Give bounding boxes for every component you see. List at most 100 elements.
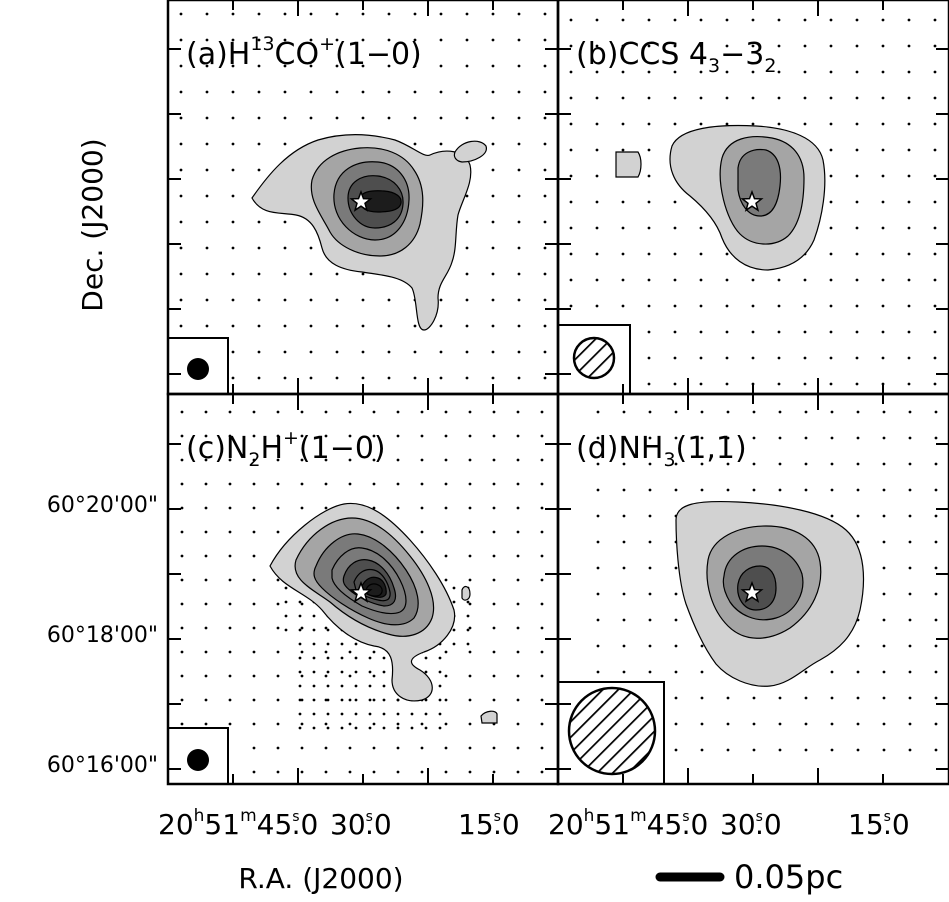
sample-dot [424, 656, 428, 660]
sample-dot [444, 746, 448, 750]
beam-b [557, 324, 631, 395]
sample-dot [543, 376, 547, 380]
sample-dot [361, 64, 365, 68]
panel-d-label: (d)NH3(1,1) [576, 431, 747, 471]
sample-dot [324, 746, 328, 750]
sample-dot [283, 324, 287, 328]
sample-dot [257, 246, 261, 250]
sample-dot [752, 488, 756, 492]
sample-dot [335, 90, 339, 94]
sample-dot [596, 410, 600, 414]
sample-dot [468, 506, 472, 510]
sample-dot [517, 298, 521, 302]
sample-dot [543, 38, 547, 42]
sample-dot [298, 670, 302, 674]
sample-dot [335, 272, 339, 276]
sample-dot [933, 44, 937, 48]
sample-dot [231, 90, 235, 94]
sample-dot [934, 618, 938, 622]
sample-dot [312, 642, 316, 646]
sample-dot [777, 70, 781, 74]
sample-dot [468, 746, 472, 750]
contour-level-3 [737, 148, 782, 217]
sample-dot [540, 482, 544, 486]
sample-dot [725, 122, 729, 126]
sample-dot [228, 722, 232, 726]
sample-dot [517, 168, 521, 172]
sample-dot [752, 722, 756, 726]
sample-dot [309, 376, 313, 380]
sample-dot [324, 626, 328, 630]
sample-dot [204, 698, 208, 702]
sample-dot [596, 514, 600, 518]
sample-dot [396, 506, 400, 510]
sample-dot [540, 722, 544, 726]
sample-dot [324, 770, 328, 774]
sample-dot [252, 458, 256, 462]
sample-dot [180, 554, 184, 558]
sample-dot [300, 458, 304, 462]
sample-dot [907, 200, 911, 204]
sample-dot [420, 530, 424, 534]
sample-dot [396, 698, 400, 702]
sample-dot [622, 670, 626, 674]
sample-dot [444, 554, 448, 558]
sample-dot [465, 324, 469, 328]
sample-dot [382, 670, 386, 674]
sample-dot [855, 174, 859, 178]
sample-dot [439, 350, 443, 354]
sample-dot [257, 220, 261, 224]
sample-dot [881, 356, 885, 360]
sample-dot [882, 644, 886, 648]
sample-dot [725, 252, 729, 256]
sample-dot [907, 278, 911, 282]
sample-dot [621, 278, 625, 282]
sample-dot [340, 684, 344, 688]
sample-dot [465, 38, 469, 42]
sample-dot [647, 122, 651, 126]
sample-dot [283, 298, 287, 302]
sample-dot [777, 330, 781, 334]
sample-dot [700, 462, 704, 466]
sample-dot [468, 482, 472, 486]
sample-dot [491, 168, 495, 172]
sample-dot [276, 530, 280, 534]
sample-dot [700, 748, 704, 752]
sample-dot [372, 722, 376, 726]
sample-dot [569, 44, 573, 48]
sample-dot [413, 350, 417, 354]
sample-dot [309, 38, 313, 42]
sample-dot [276, 770, 280, 774]
sample-dot [673, 200, 677, 204]
sample-dot [907, 122, 911, 126]
sample-dot [934, 410, 938, 414]
sample-dot [647, 44, 651, 48]
sample-dot [934, 592, 938, 596]
sample-dot [452, 586, 456, 590]
sample-dot [300, 674, 304, 678]
sample-dot [829, 174, 833, 178]
sample-dot [751, 18, 755, 22]
beam-a [167, 337, 229, 395]
sample-dot [283, 116, 287, 120]
sample-dot [444, 650, 448, 654]
sample-dot [231, 246, 235, 250]
sample-dot [855, 44, 859, 48]
sample-dot [180, 722, 184, 726]
sample-dot [700, 722, 704, 726]
sample-dot [803, 122, 807, 126]
sample-dot [309, 90, 313, 94]
sample-dot [881, 278, 885, 282]
contour-blob [461, 585, 471, 601]
beam-filled-icon [187, 358, 209, 380]
sample-dot [933, 252, 937, 256]
sample-dot [647, 18, 651, 22]
sample-dot [803, 330, 807, 334]
sample-dot [829, 226, 833, 230]
sample-dot [257, 324, 261, 328]
panel-a-contours [251, 134, 487, 331]
sample-dot [595, 44, 599, 48]
sample-dot [725, 18, 729, 22]
sample-dot [180, 650, 184, 654]
sample-dot [673, 278, 677, 282]
